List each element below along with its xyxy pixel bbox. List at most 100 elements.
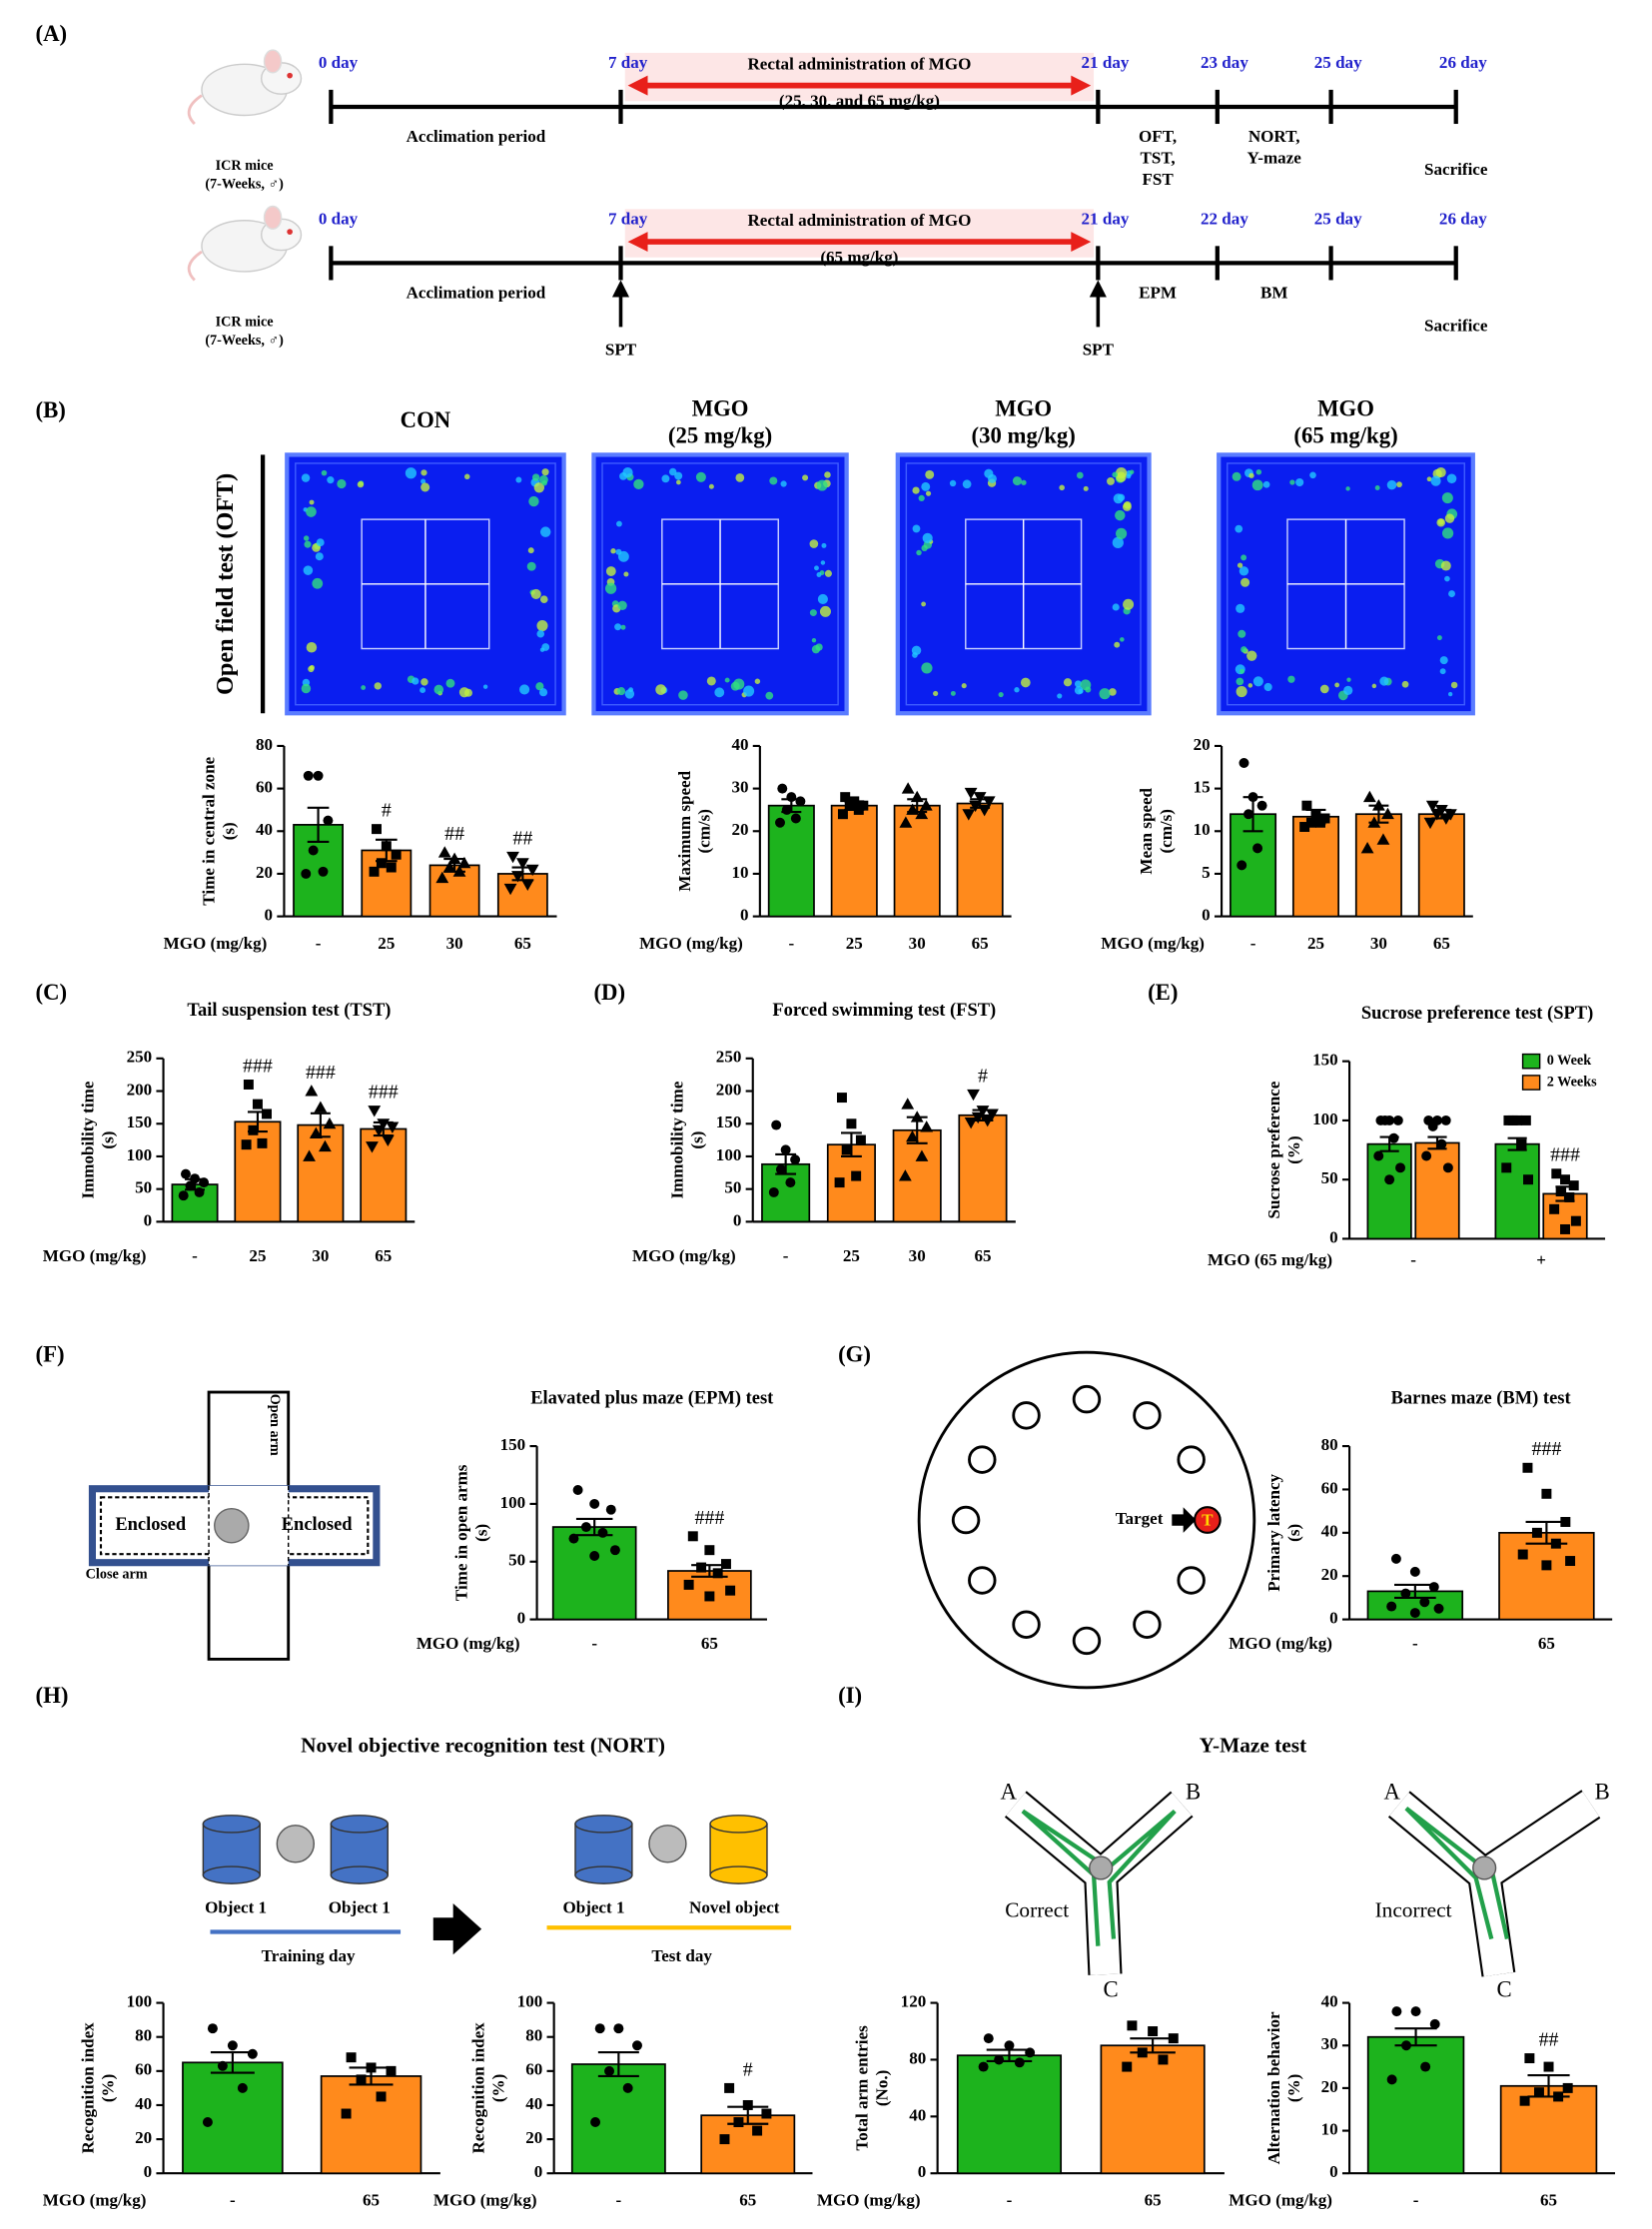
y-tick-label: 0: [1329, 1609, 1338, 1628]
target-arrow: [1172, 1507, 1197, 1533]
data-point: [386, 1121, 400, 1133]
heat-spot: [743, 685, 755, 697]
heat-spot: [623, 571, 629, 577]
heat-spot: [633, 478, 644, 490]
x-tick-label: 25: [378, 934, 395, 953]
heat-spot: [1436, 635, 1442, 641]
data-point: [1549, 1203, 1560, 1214]
day-label: 0 day: [319, 210, 359, 229]
heat-spot: [464, 473, 470, 479]
arrow: [432, 1903, 482, 1955]
data-point: [503, 883, 517, 896]
heat-spot: [1246, 650, 1257, 661]
y-tick-label: 0: [144, 1210, 153, 1229]
x-axis-label: MGO (mg/kg): [164, 934, 268, 953]
heat-spot: [1251, 479, 1263, 491]
data-point: [243, 1080, 254, 1090]
data-point: [1409, 1566, 1420, 1577]
heat-spot: [695, 471, 706, 482]
bar: [551, 1526, 637, 1621]
data-point: [386, 2065, 397, 2076]
heat-spot: [605, 566, 616, 576]
heat-spot: [925, 490, 932, 496]
data-point: [1523, 1174, 1533, 1185]
y-tick-label: 0: [1329, 2162, 1338, 2181]
data-point: [511, 871, 524, 883]
data-point: [1137, 2047, 1148, 2058]
data-point: [1541, 1560, 1552, 1571]
data-point: [1301, 800, 1312, 811]
mouse-eye: [287, 229, 293, 235]
data-point: [1127, 2020, 1138, 2031]
heat-spot: [1446, 473, 1457, 484]
day-label: 23 day: [1201, 53, 1248, 72]
x-tick-label: -: [230, 2191, 236, 2210]
data-point: [515, 858, 529, 870]
heat-spot: [1126, 473, 1132, 479]
mouse-tail: [187, 94, 203, 126]
data-point: [202, 2117, 213, 2128]
heat-spot: [616, 687, 626, 696]
heat-spot: [1076, 471, 1084, 479]
data-point: [1237, 860, 1247, 871]
heat-spot: [309, 664, 315, 671]
heat-spot: [1263, 682, 1272, 692]
heat-spot: [1235, 524, 1243, 533]
y-tick-label: 0: [1202, 906, 1211, 925]
heat-spot: [1441, 527, 1454, 539]
y-axis-label: (%): [98, 2074, 117, 2102]
x-tick-label: -: [1410, 1250, 1416, 1269]
y-tick-label: 40: [1321, 1522, 1338, 1541]
heat-spot: [433, 684, 444, 695]
heat-spot: [819, 605, 831, 617]
test-label: Y-maze: [1247, 149, 1302, 168]
data-point: [790, 1154, 801, 1165]
heat-spot: [530, 588, 541, 600]
data-point: [1299, 822, 1310, 832]
arm-label: B: [1186, 1780, 1201, 1805]
heat-spot: [1120, 637, 1125, 642]
heat-spot: [912, 524, 921, 533]
data-point: [457, 856, 471, 869]
y-axis-label: (s): [471, 1524, 490, 1542]
y-tick-label: 60: [1321, 1478, 1338, 1497]
y-tick-label: 120: [901, 1991, 927, 2010]
data-point: [1519, 2095, 1530, 2106]
data-point: [227, 2040, 238, 2051]
heat-spot: [538, 688, 548, 697]
data-point: [520, 879, 534, 892]
data-point: [1522, 1462, 1533, 1473]
y-tick-label: 150: [127, 1113, 153, 1131]
oft-title: MGO: [995, 396, 1052, 421]
significance: ###: [1550, 1144, 1580, 1166]
object-top: [709, 1815, 768, 1834]
test-label: EPM: [1139, 284, 1177, 303]
significance: ##: [1539, 2029, 1559, 2051]
heat-spot: [536, 620, 548, 632]
oft-label: Open field test (OFT): [212, 473, 239, 695]
data-point: [207, 2023, 218, 2034]
data-point: [761, 2108, 772, 2119]
heat-spot: [814, 565, 819, 571]
data-point: [372, 1124, 386, 1137]
panel-label: (B): [36, 397, 66, 422]
spt-label: SPT: [605, 340, 637, 359]
heat-spot: [536, 629, 545, 638]
heat-spot: [1238, 629, 1246, 638]
heat-spot: [949, 479, 957, 487]
result-label: Incorrect: [1375, 1897, 1452, 1921]
mouse: [648, 1825, 687, 1863]
significance: ###: [1531, 1438, 1561, 1460]
heat-spot: [1236, 685, 1247, 698]
heat-spot: [1386, 479, 1397, 490]
heat-spot: [539, 526, 551, 537]
data-point: [846, 1118, 857, 1129]
x-tick-label: 30: [312, 1246, 329, 1265]
y-tick-label: 40: [135, 2094, 152, 2113]
x-tick-label: -: [192, 1246, 198, 1265]
data-point: [1517, 1549, 1528, 1560]
heat-spot: [961, 683, 967, 689]
heat-spot: [1129, 469, 1135, 474]
hole: [1177, 1566, 1206, 1595]
data-point: [1247, 792, 1258, 803]
